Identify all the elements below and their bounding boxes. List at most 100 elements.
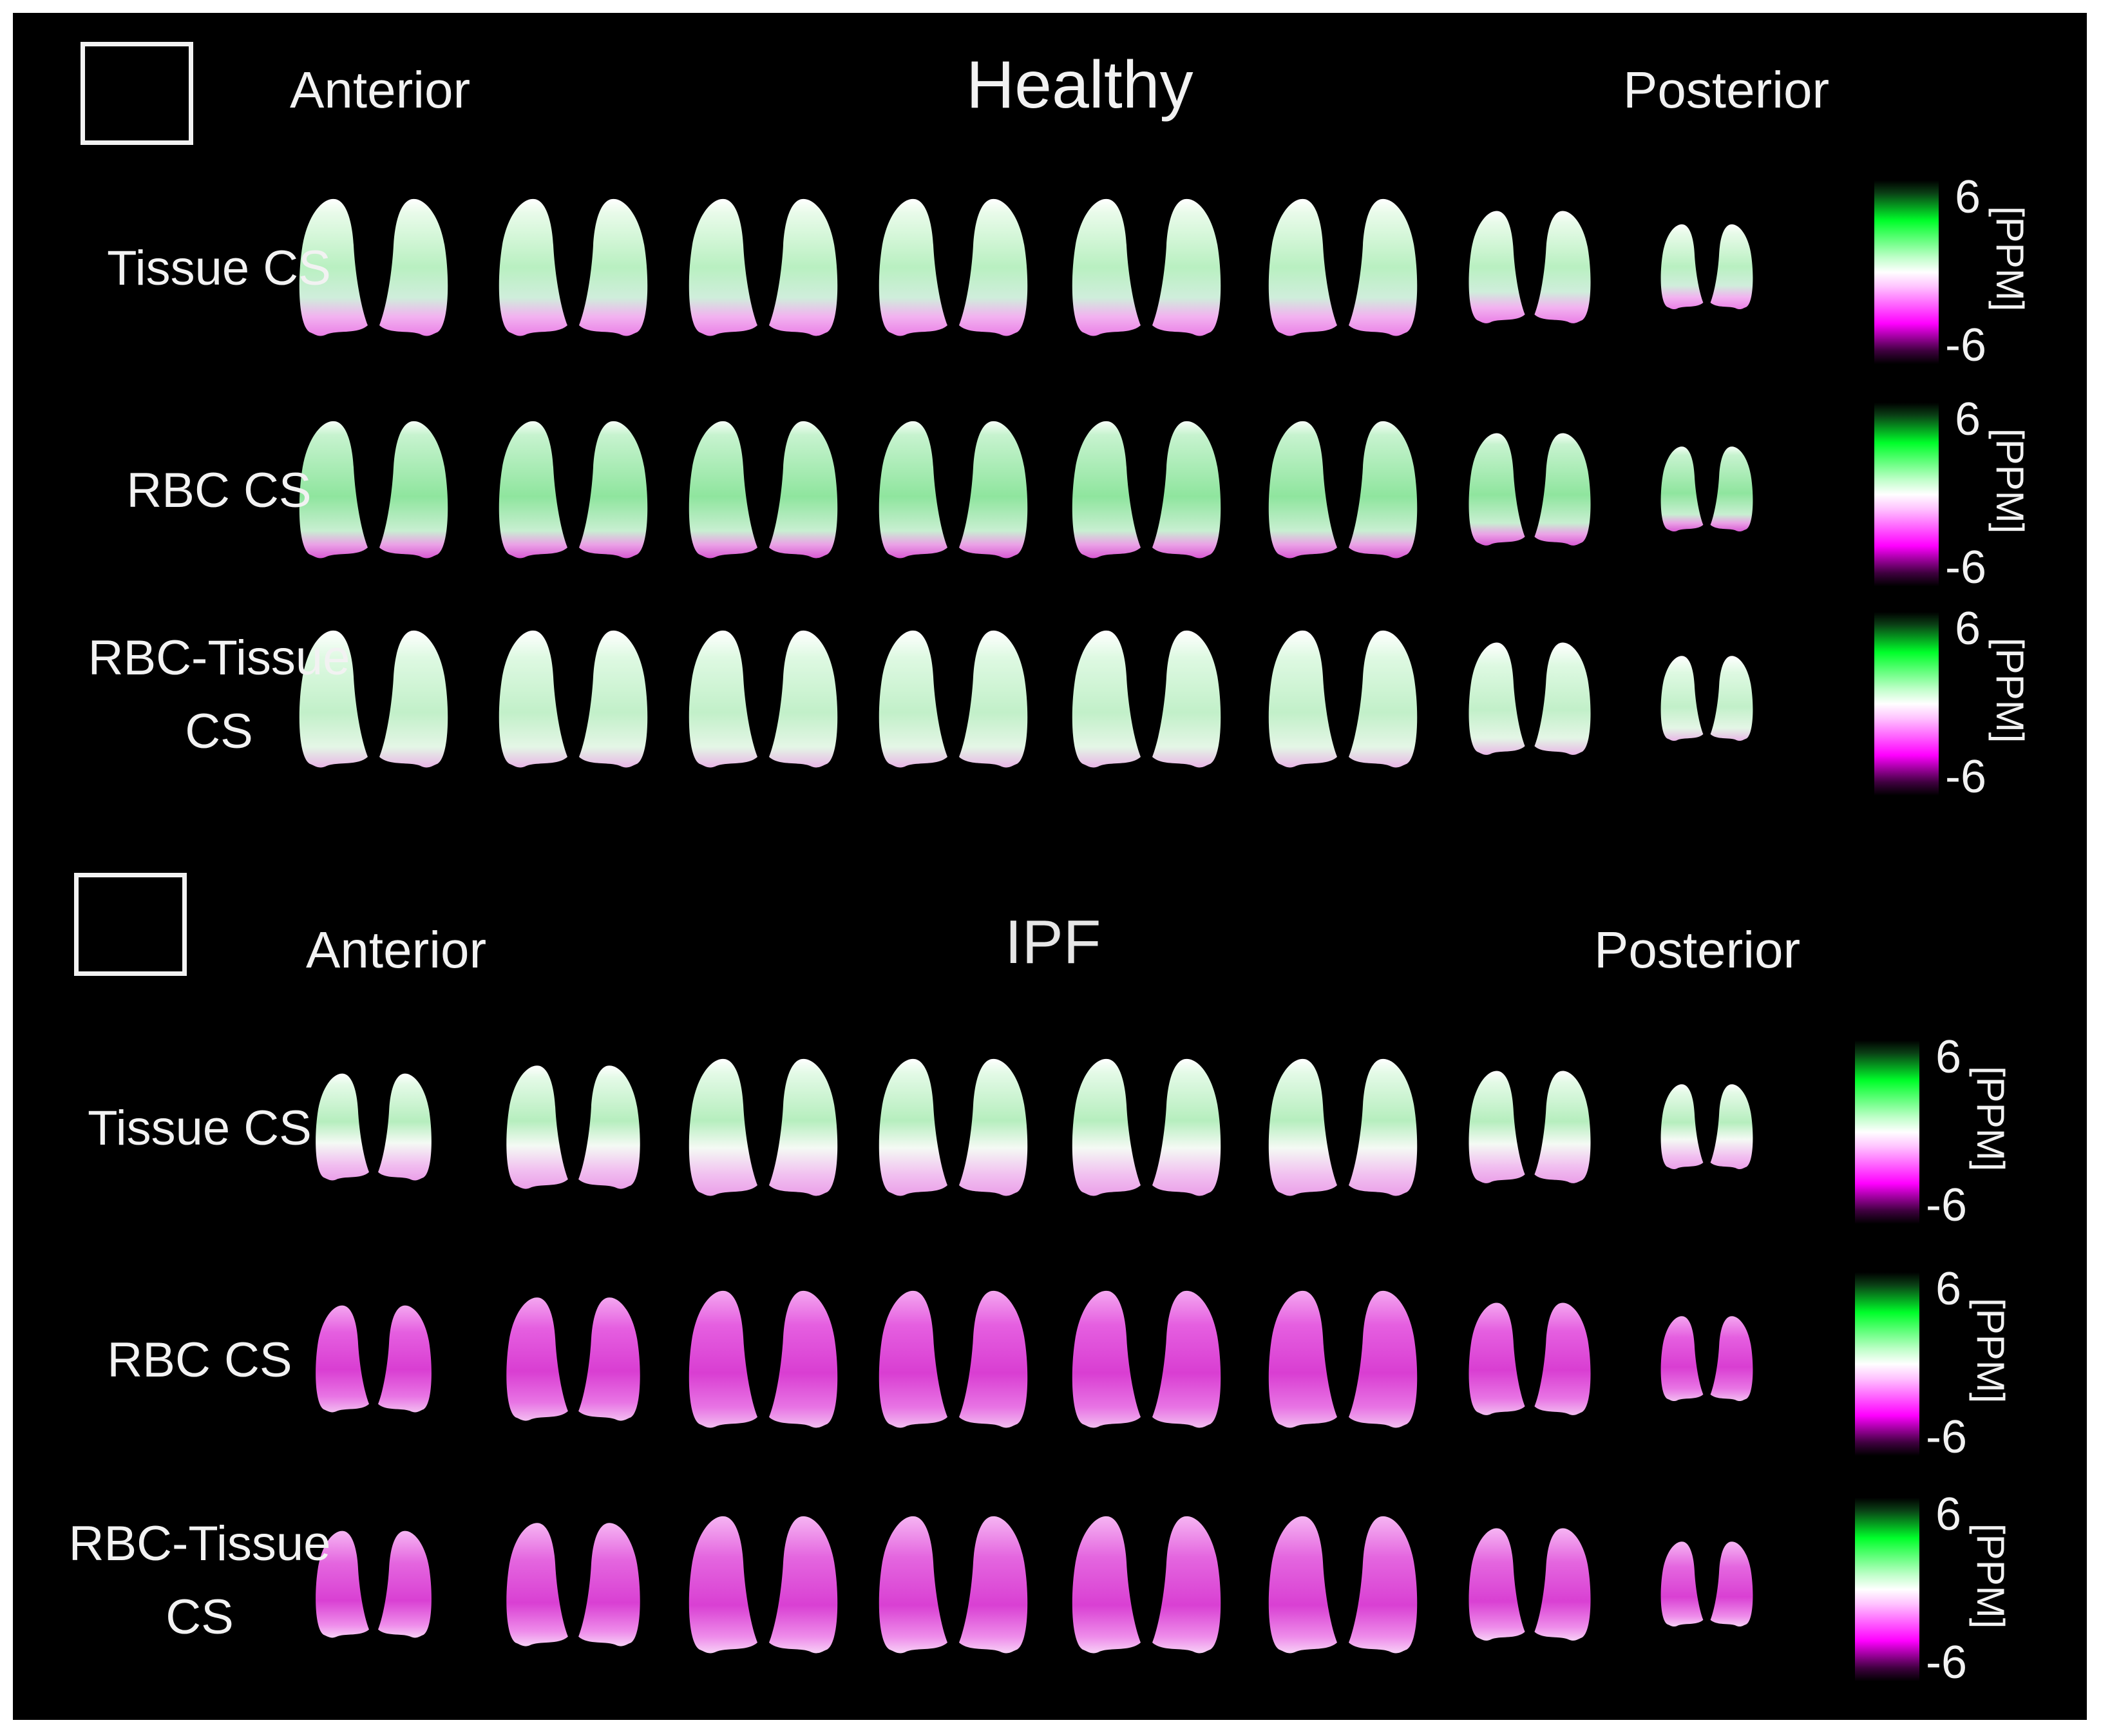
lung-slice: [1072, 421, 1221, 558]
lung-slice: [1660, 1541, 1753, 1627]
right-lung: [506, 1523, 568, 1646]
row-label-healthy-rbct: RBC-Tissue CS: [77, 622, 361, 768]
right-lung: [1469, 642, 1525, 755]
left-lung: [1534, 1528, 1591, 1641]
right-lung: [879, 421, 947, 558]
right-lung: [1469, 1528, 1525, 1641]
posterior-label: Posterior: [1623, 61, 1830, 119]
right-lung: [1660, 1541, 1704, 1627]
right-lung: [1660, 656, 1704, 741]
colorbar-max-label: 6: [1955, 171, 1981, 223]
lung-slice: [1469, 433, 1591, 546]
lung-slice: [1469, 642, 1591, 755]
left-lung: [1710, 1316, 1753, 1402]
right-lung: [316, 1073, 369, 1181]
row-label-line: Tissue CS: [107, 241, 331, 296]
lung-slice: [1660, 224, 1753, 310]
left-lung: [1152, 1290, 1221, 1428]
lung-slice: [689, 1516, 838, 1654]
right-lung: [1469, 1302, 1525, 1415]
right-lung: [879, 1516, 947, 1654]
right-lung: [1660, 224, 1704, 310]
right-lung: [879, 630, 947, 768]
left-lung: [579, 198, 648, 336]
left-lung: [1349, 1290, 1418, 1428]
lung-slice: [689, 1290, 838, 1428]
condition-title: IPF: [1005, 908, 1101, 977]
lung-slice: [1469, 211, 1591, 323]
left-lung: [578, 1297, 640, 1421]
lung-slice: [1660, 446, 1753, 532]
lung-slice: [879, 1290, 1028, 1428]
colorbar-max-label: 6: [1935, 1031, 1962, 1083]
right-lung: [1268, 1516, 1337, 1654]
left-lung: [1710, 1541, 1753, 1627]
right-lung: [506, 1297, 568, 1421]
left-lung: [959, 1058, 1028, 1196]
colorbar-unit-label: [PPM]: [1988, 638, 2031, 743]
lung-slice: [499, 630, 648, 768]
right-lung: [689, 198, 757, 336]
row-label-healthy-tissue: Tissue CS: [77, 232, 361, 305]
lung-slice: [316, 1531, 432, 1638]
lung-slice: [499, 421, 648, 558]
lung-slice: [879, 630, 1028, 768]
right-lung: [1072, 1058, 1141, 1196]
row-label-line: CS: [185, 704, 253, 759]
left-lung: [578, 1523, 640, 1646]
colorbar-unit-label: [PPM]: [1969, 1523, 2012, 1629]
left-lung: [1349, 198, 1418, 336]
colorbar: [1855, 1040, 1919, 1224]
left-lung: [379, 421, 448, 558]
left-lung: [378, 1531, 432, 1638]
left-lung: [1152, 1058, 1221, 1196]
lung-slice: [689, 198, 838, 336]
posterior-label: Posterior: [1594, 921, 1801, 978]
right-lung: [689, 421, 757, 558]
colorbar: [1874, 180, 1939, 364]
left-lung: [1710, 224, 1753, 310]
lung-slice: [1469, 1071, 1591, 1183]
left-lung: [769, 421, 838, 558]
right-lung: [1660, 1084, 1704, 1170]
left-lung: [579, 421, 648, 558]
left-lung: [1534, 1302, 1591, 1415]
colorbar-unit-label: [PPM]: [1969, 1066, 2012, 1172]
colorbar-min-label: -6: [1945, 751, 1987, 803]
left-lung: [1534, 433, 1591, 546]
left-lung: [1710, 656, 1753, 741]
anterior-label: Anterior: [290, 61, 471, 119]
left-lung: [1534, 211, 1591, 323]
lung-slice: [316, 1073, 432, 1181]
right-lung: [689, 630, 757, 768]
right-lung: [506, 1065, 568, 1189]
left-lung: [769, 630, 838, 768]
right-lung: [1268, 630, 1337, 768]
panel-b-letter: [74, 873, 187, 976]
colorbar-min-label: -6: [1926, 1637, 1968, 1688]
row-label-ipf-rbc: RBC CS: [58, 1324, 341, 1397]
right-lung: [299, 198, 368, 336]
lung-slice: [1469, 1528, 1591, 1641]
figure-frame: Anterior Posterior Healthy Tissue CS 6 -6 [PPM…: [13, 13, 2087, 1720]
lung-slice: [1072, 1290, 1221, 1428]
lung-slice: [1072, 630, 1221, 768]
lung-slice: [299, 198, 448, 336]
left-lung: [769, 198, 838, 336]
row-label-line: CS: [166, 1590, 234, 1645]
lung-slice: [1268, 1290, 1418, 1428]
left-lung: [769, 1516, 838, 1654]
left-lung: [1152, 421, 1221, 558]
right-lung: [499, 198, 567, 336]
left-lung: [1710, 446, 1753, 532]
right-lung: [316, 1305, 369, 1413]
left-lung: [379, 198, 448, 336]
left-lung: [1710, 1084, 1753, 1170]
right-lung: [879, 1058, 947, 1196]
colorbar: [1874, 612, 1939, 796]
row-label-ipf-tissue: Tissue CS: [58, 1092, 341, 1165]
left-lung: [578, 1065, 640, 1189]
lung-slice: [299, 630, 448, 768]
row-label-ipf-rbct: RBC-Tissue CS: [58, 1507, 341, 1654]
right-lung: [689, 1290, 757, 1428]
